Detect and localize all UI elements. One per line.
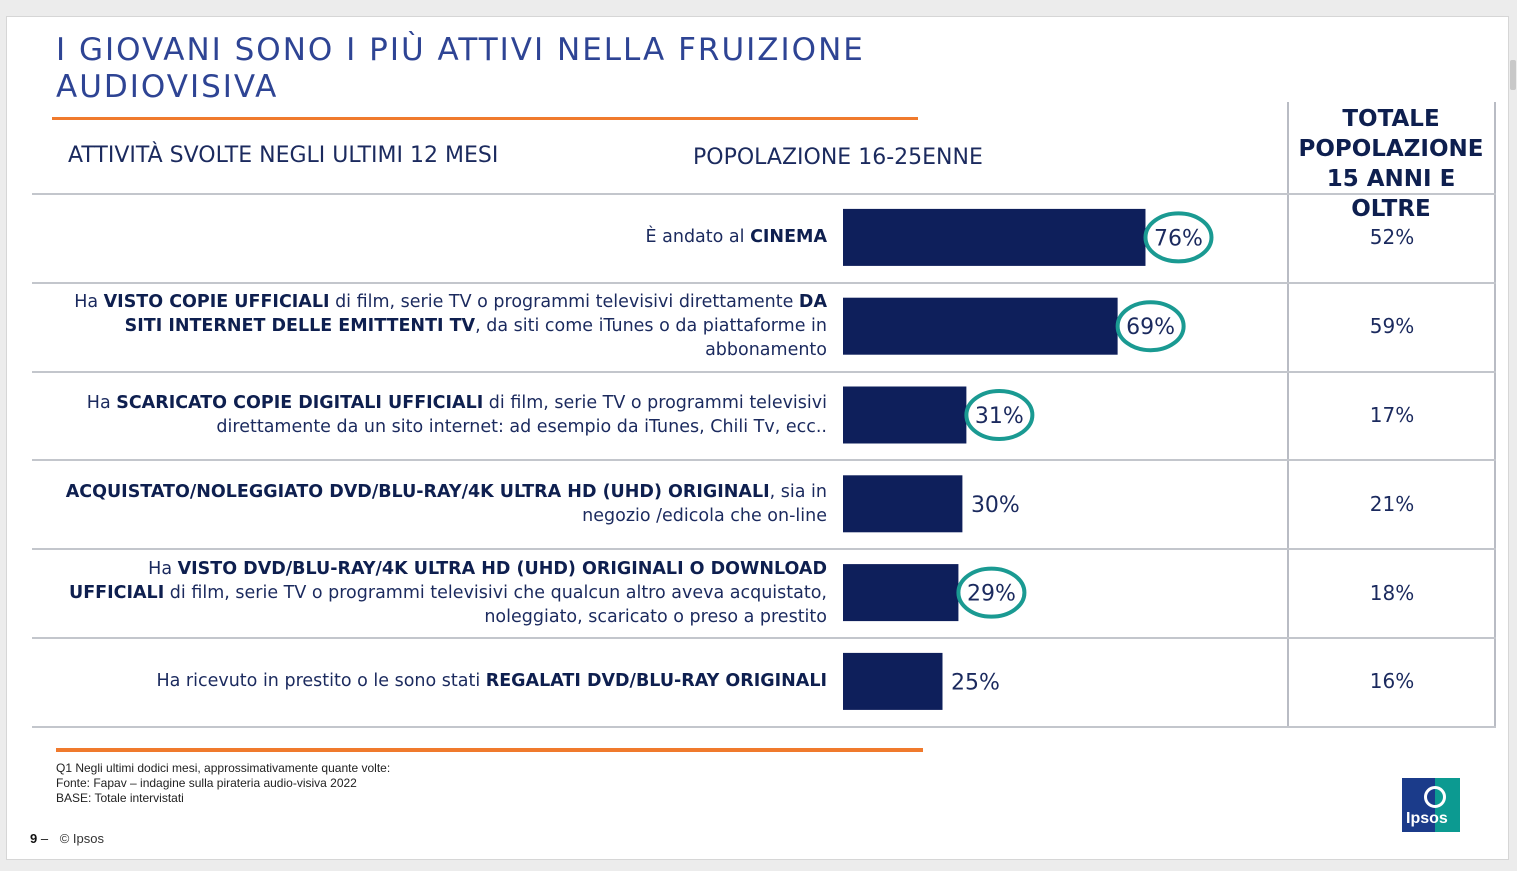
title-line-2: AUDIOVISIVA (56, 69, 279, 105)
highlight-circle (964, 389, 1035, 441)
copyright: © Ipsos (59, 831, 104, 846)
footnote-source: Fonte: Fapav – indagine sulla pirateria … (56, 776, 357, 790)
activity-label: Ha SCARICATO COPIE DIGITALI UFFICIALI di… (60, 371, 827, 460)
total-population-value: 59% (1369, 314, 1415, 339)
highlight-circle (1115, 300, 1186, 353)
highlight-circle (1143, 211, 1214, 264)
total-population-value: 18% (1369, 580, 1415, 605)
activity-label-text: Ha VISTO DVD/BLU-RAY/4K ULTRA HD (UHD) O… (60, 557, 827, 629)
bar (843, 386, 967, 444)
activity-label: Ha VISTO COPIE UFFICIALI di film, serie … (60, 282, 827, 371)
activity-label-bold: CINEMA (750, 227, 827, 248)
activity-label-text: Ha ricevuto in prestito o le sono stati … (156, 669, 827, 693)
footer-rule (56, 748, 923, 752)
header-total-line-2: POPOLAZIONE (1298, 136, 1484, 162)
total-population-value: 52% (1369, 225, 1415, 250)
bar-value-label: 25% (951, 670, 1000, 695)
row-separator (32, 725, 1496, 728)
activity-label: Ha VISTO DVD/BLU-RAY/4K ULTRA HD (UHD) O… (60, 548, 827, 637)
footnote-base: BASE: Totale intervistati (56, 791, 184, 805)
activity-label-bold: SCARICATO COPIE DIGITALI UFFICIALI (116, 392, 484, 413)
activity-label-part: Ha (148, 558, 178, 579)
activity-label-part: È andato al (645, 227, 751, 248)
activity-label-bold: REGALATI DVD/BLU-RAY ORIGINALI (485, 671, 827, 692)
header-youth-population: POPOLAZIONE 16-25ENNE (693, 145, 983, 170)
row-separator (32, 548, 1496, 551)
activity-label-text: ACQUISTATO/NOLEGGIATO DVD/BLU-RAY/4K ULT… (60, 480, 827, 528)
slide (6, 16, 1509, 860)
bar (843, 297, 1118, 355)
header-activities: ATTIVITÀ SVOLTE NEGLI ULTIMI 12 MESI (68, 143, 499, 168)
bar (843, 208, 1146, 266)
activity-label: ACQUISTATO/NOLEGGIATO DVD/BLU-RAY/4K ULT… (60, 459, 827, 548)
column-divider-right (1494, 102, 1496, 726)
activity-label-part: , sia in negozio /edicola che on-line (582, 481, 827, 526)
column-divider (1287, 102, 1289, 726)
row-separator (32, 281, 1496, 284)
row-separator (32, 459, 1496, 462)
activity-label: È andato al CINEMA (60, 193, 827, 282)
total-population-value: 17% (1369, 403, 1415, 427)
slide-title: I GIOVANI SONO I PIÙ ATTIVI NELLA FRUIZI… (56, 32, 956, 106)
row-separator (32, 637, 1496, 639)
logo-text: Ipsos (1406, 810, 1448, 827)
bar-value-label: 76% (1154, 226, 1203, 251)
bar (843, 564, 959, 622)
ipsos-logo: Ipsos (1402, 778, 1460, 832)
activity-label-bold: DA SITI INTERNET DELLE EMITTENTI TV (124, 292, 827, 337)
bar (843, 475, 963, 533)
scrollbar-thumb[interactable] (1510, 60, 1516, 90)
activity-label-bold: ACQUISTATO/NOLEGGIATO DVD/BLU-RAY/4K ULT… (65, 481, 770, 502)
total-population-value: 21% (1369, 491, 1415, 516)
activity-label-bold: VISTO DVD/BLU-RAY/4K ULTRA HD (UHD) ORIG… (69, 558, 827, 603)
title-line-1: I GIOVANI SONO I PIÙ ATTIVI NELLA FRUIZI… (56, 32, 865, 68)
page-number: 9 (30, 831, 38, 846)
activity-label-text: Ha SCARICATO COPIE DIGITALI UFFICIALI di… (60, 391, 827, 439)
activity-label-text: È andato al CINEMA (646, 225, 827, 249)
activity-label-part: di film, serie TV o programmi televisivi… (216, 392, 827, 437)
row-separator (32, 370, 1496, 373)
header-total-line-3: 15 ANNI E OLTRE (1326, 166, 1456, 222)
bar-value-label: 30% (971, 493, 1020, 518)
footnotes: Q1 Negli ultimi dodici mesi, approssimat… (56, 761, 390, 806)
title-underline (52, 117, 918, 120)
activity-label-text: Ha VISTO COPIE UFFICIALI di film, serie … (60, 290, 827, 362)
bar (843, 652, 943, 710)
page-separator: – (40, 831, 49, 846)
activity-label-part: Ha ricevuto in prestito o le sono stati (156, 671, 486, 692)
bar-value-label: 29% (967, 582, 1016, 607)
activity-label-part: di film, serie TV o programmi televisivi… (329, 292, 799, 313)
total-population-value: 16% (1369, 669, 1415, 694)
highlight-circle (956, 566, 1027, 619)
bar-value-label: 31% (975, 404, 1024, 429)
logo-circle-icon (1424, 786, 1446, 808)
activity-label-part: Ha (74, 292, 104, 313)
header-total-line-1: TOTALE (1342, 106, 1440, 132)
bar-value-label: 69% (1126, 315, 1175, 340)
activity-label-part: di film, serie TV o programmi televisivi… (164, 582, 827, 627)
activity-label: Ha ricevuto in prestito o le sono stati … (60, 637, 827, 726)
activity-label-bold: VISTO COPIE UFFICIALI (103, 292, 330, 313)
header-total-population: TOTALE POPOLAZIONE 15 ANNI E OLTRE (1288, 104, 1494, 224)
footnote-question: Q1 Negli ultimi dodici mesi, approssimat… (56, 761, 391, 775)
activity-label-part: , da siti come iTunes o da piattaforme i… (475, 316, 827, 361)
activity-label-part: Ha (86, 392, 117, 413)
page-footer: 9 – © Ipsos (30, 831, 104, 846)
row-separator (32, 193, 1496, 195)
